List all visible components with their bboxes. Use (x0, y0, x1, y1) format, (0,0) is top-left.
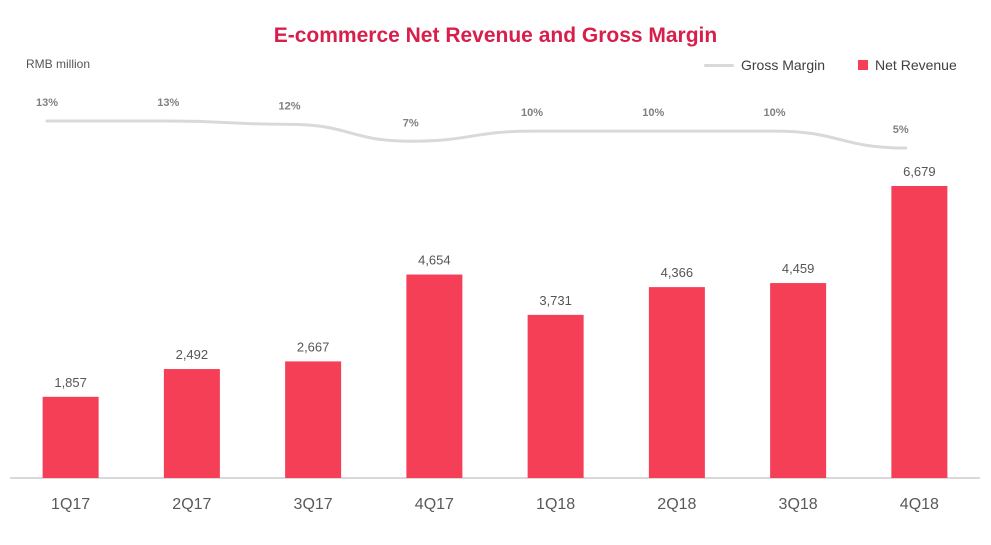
x-tick-label: 1Q17 (51, 496, 90, 513)
gross-margin-value-label: 10% (642, 107, 664, 119)
revenue-bar (891, 186, 948, 478)
x-tick-label: 4Q18 (900, 496, 939, 513)
x-tick-label: 3Q17 (294, 496, 333, 513)
chart-title: E-commerce Net Revenue and Gross Margin (273, 24, 718, 47)
revenue-value-label: 4,366 (661, 265, 694, 280)
x-tick-label: 3Q18 (779, 496, 818, 513)
legend-item-net-revenue: Net Revenue (825, 57, 957, 73)
x-tick-label: 1Q18 (536, 496, 575, 513)
legend-box-swatch (858, 60, 869, 70)
chart-legend: Gross Margin Net Revenue (704, 57, 957, 73)
gross-margin-line (45, 119, 908, 150)
gross-margin-value-label: 13% (36, 97, 58, 109)
gross-margin-value-label: 13% (157, 97, 179, 109)
revenue-value-label: 4,654 (418, 253, 451, 268)
revenue-bar (527, 314, 584, 478)
revenue-value-label: 4,459 (782, 261, 815, 276)
revenue-bar (648, 287, 705, 478)
x-tick-label: 4Q17 (415, 496, 454, 513)
gross-margin-value-label: 10% (521, 107, 543, 119)
revenue-value-label: 1,857 (54, 375, 87, 390)
revenue-value-label: 3,731 (539, 293, 572, 308)
legend-label-gross-margin: Gross Margin (741, 57, 826, 73)
legend-item-gross-margin: Gross Margin (704, 57, 825, 73)
gross-margin-value-label: 12% (278, 100, 300, 112)
x-tick-label: 2Q17 (172, 496, 211, 513)
unit-label: RMB million (26, 57, 91, 71)
revenue-bar (406, 274, 463, 478)
revenue-value-label: 6,679 (903, 164, 936, 179)
revenue-bar (42, 396, 99, 478)
gross-margin-value-label: 5% (893, 124, 909, 136)
revenue-bar (163, 369, 220, 478)
gross-margin-value-label: 10% (763, 107, 785, 119)
revenue-bar (770, 283, 827, 478)
x-tick-label: 2Q18 (657, 496, 696, 513)
revenue-bar (285, 361, 342, 478)
revenue-value-label: 2,492 (176, 347, 209, 362)
revenue-value-label: 2,667 (297, 339, 330, 354)
legend-label-net-revenue: Net Revenue (875, 57, 957, 73)
legend-line-swatch (704, 63, 734, 67)
gross-margin-value-label: 7% (403, 117, 419, 129)
